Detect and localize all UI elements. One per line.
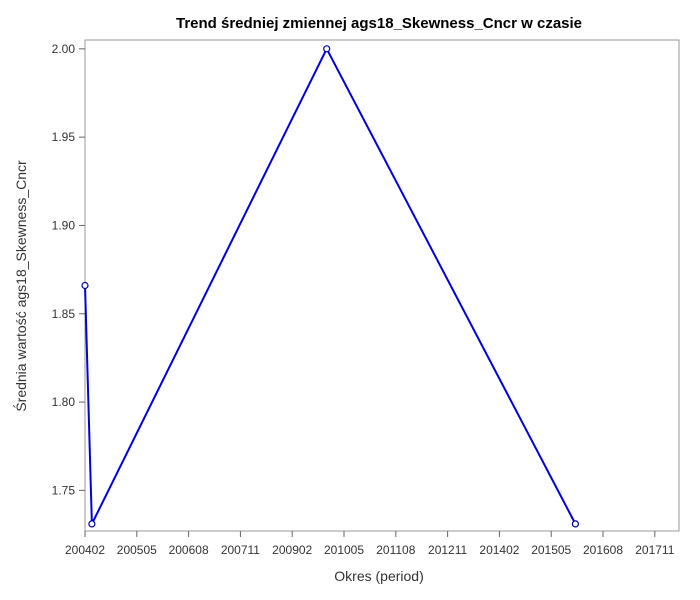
series-line-0 <box>84 46 577 525</box>
x-axis-label: Okres (period) <box>334 568 423 584</box>
x-tick-label-10: 201608 <box>583 543 623 557</box>
x-axis: 200402 200505 200608 200711 200902 201005 2011… <box>65 531 675 557</box>
x-tick-label-0: 200402 <box>65 543 105 557</box>
x-tick-label-6: 201108 <box>376 543 415 557</box>
y-tick-label-0: 1.75 <box>52 483 76 497</box>
x-tick-label-4: 200902 <box>272 543 312 557</box>
y-tick-label-1: 1.80 <box>52 395 76 409</box>
x-tick-label-3: 200711 <box>221 543 260 557</box>
x-tick-label-1: 200505 <box>117 543 157 557</box>
series-layer <box>81 45 580 528</box>
data-point-0-2 <box>323 45 331 53</box>
y-tick-label-4: 1.95 <box>52 130 76 144</box>
y-axis-label: Średnia wartość ags18_Skewness_Cncr <box>12 160 29 412</box>
y-tick-label-3: 1.90 <box>52 218 76 232</box>
x-tick-label-11: 201711 <box>635 543 674 557</box>
y-axis: 1.75 1.80 1.85 1.90 1.95 2.00 <box>52 42 85 497</box>
chart-title: Trend średniej zmiennej ags18_Skewness_C… <box>176 15 582 32</box>
y-tick-label-5: 2.00 <box>52 42 76 56</box>
x-tick-label-8: 201402 <box>479 543 519 557</box>
x-tick-label-5: 201005 <box>324 543 364 557</box>
x-tick-label-2: 200608 <box>169 543 209 557</box>
data-point-0-1 <box>88 520 96 528</box>
x-tick-label-9: 201505 <box>531 543 571 557</box>
data-point-0-0 <box>81 281 89 290</box>
x-tick-label-7: 201211 <box>428 543 467 557</box>
data-point-0-3 <box>571 520 580 528</box>
y-tick-label-2: 1.85 <box>52 307 76 321</box>
plot-frame <box>84 39 680 532</box>
